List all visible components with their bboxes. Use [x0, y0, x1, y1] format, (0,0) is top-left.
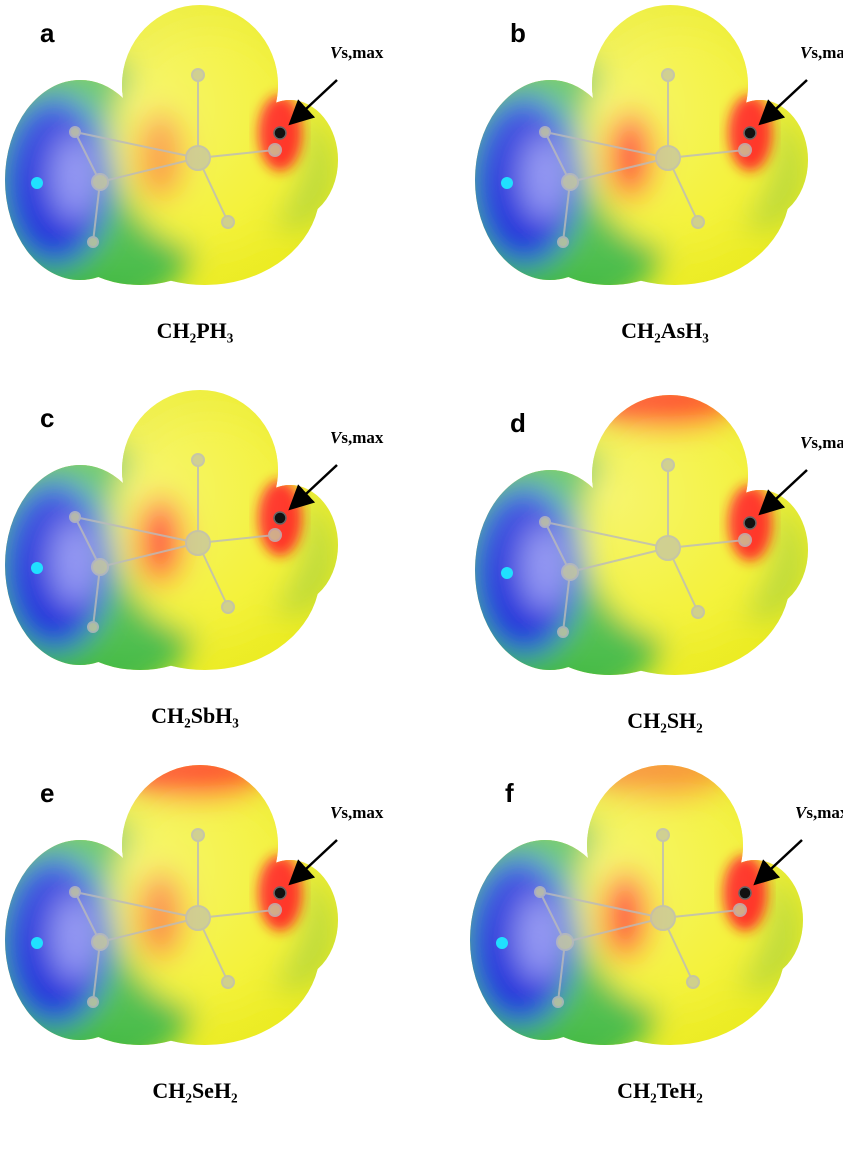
atom [562, 174, 578, 190]
surface-colors [0, 385, 340, 705]
panel: d Vs,max CH₂SH₂ [440, 380, 843, 733]
vs-max-point [274, 127, 286, 139]
vs-max-label: Vs,max [795, 803, 843, 822]
vs-max-sub: s,max [811, 43, 843, 62]
atom [692, 216, 704, 228]
panel-letter: b [510, 18, 526, 48]
atom [656, 536, 680, 560]
atom [269, 904, 281, 916]
vs-max-label: Vs,max [800, 433, 843, 452]
atom [269, 529, 281, 541]
atom [739, 534, 751, 546]
atom [662, 69, 674, 81]
atom [192, 69, 204, 81]
molecule-surface [440, 380, 810, 710]
atom [657, 829, 669, 841]
atom [92, 559, 108, 575]
lone-pair-point [496, 937, 508, 949]
vs-max-label: Vs,max [330, 43, 384, 62]
panel-letter: c [40, 403, 54, 433]
vs-max-point [744, 517, 756, 529]
panel-letter: d [510, 408, 526, 438]
molecule-surface [0, 385, 340, 705]
formula: CH₂PH₃ [157, 318, 234, 343]
atom [92, 174, 108, 190]
lone-pair-point [501, 177, 513, 189]
figure: a Vs,max CH₂PH₃ b Vs,max CH₂AsH₃ c Vs,max CH₂SbH… [0, 0, 843, 1159]
formula: CH₂SeH₂ [152, 1078, 238, 1103]
atom [662, 459, 674, 471]
atom [734, 904, 746, 916]
atom [70, 127, 80, 137]
panel: e Vs,max CH₂SeH₂ [0, 750, 384, 1103]
vs-max-sub: s,max [341, 803, 384, 822]
atom [269, 144, 281, 156]
atom [222, 216, 234, 228]
molecule-surface [0, 0, 340, 320]
atom [540, 127, 550, 137]
atom [687, 976, 699, 988]
atom [70, 887, 80, 897]
lone-pair-point [31, 177, 43, 189]
vs-max-point [744, 127, 756, 139]
atom [88, 237, 98, 247]
formula: CH₂SbH₃ [151, 703, 239, 728]
atom [558, 237, 568, 247]
vs-max-label: Vs,max [330, 428, 384, 447]
formula: CH₂TeH₂ [617, 1078, 703, 1103]
panel-letter: e [40, 778, 54, 808]
atom [557, 934, 573, 950]
panel-letter: a [40, 18, 55, 48]
atom [192, 829, 204, 841]
panel: c Vs,max CH₂SbH₃ [0, 385, 384, 728]
vs-max-sub: s,max [811, 433, 843, 452]
lone-pair-point [31, 562, 43, 574]
atom [540, 517, 550, 527]
surface-colors [440, 0, 810, 320]
vs-max-point [274, 512, 286, 524]
panel: b Vs,max CH₂AsH₃ [440, 0, 843, 343]
atom [222, 601, 234, 613]
molecule-surface [440, 0, 810, 320]
panel-letter: f [505, 778, 514, 808]
vs-max-point [739, 887, 751, 899]
molecule-surface [435, 750, 805, 1080]
atom [651, 906, 675, 930]
surface-colors [440, 380, 810, 710]
atom [656, 146, 680, 170]
atom [88, 622, 98, 632]
atom [562, 564, 578, 580]
surface-colors [0, 0, 340, 320]
atom [186, 531, 210, 555]
atom [739, 144, 751, 156]
lone-pair-point [501, 567, 513, 579]
vs-max-label: Vs,max [800, 43, 843, 62]
atom [192, 454, 204, 466]
atom [553, 997, 563, 1007]
panel: f Vs,max CH₂TeH₂ [435, 750, 843, 1103]
lone-pair-point [31, 937, 43, 949]
atom [70, 512, 80, 522]
atom [88, 997, 98, 1007]
vs-max-sub: s,max [341, 428, 384, 447]
vs-max-point [274, 887, 286, 899]
vs-max-sub: s,max [341, 43, 384, 62]
atom [186, 906, 210, 930]
atom [186, 146, 210, 170]
atom [92, 934, 108, 950]
surface-colors [435, 750, 805, 1080]
panel: a Vs,max CH₂PH₃ [0, 0, 384, 343]
vs-max-label: Vs,max [330, 803, 384, 822]
formula: CH₂AsH₃ [621, 318, 709, 343]
atom [692, 606, 704, 618]
atom [535, 887, 545, 897]
atom [222, 976, 234, 988]
vs-max-sub: s,max [806, 803, 843, 822]
atom [558, 627, 568, 637]
shine [465, 760, 805, 1060]
formula: CH₂SH₂ [627, 708, 703, 733]
